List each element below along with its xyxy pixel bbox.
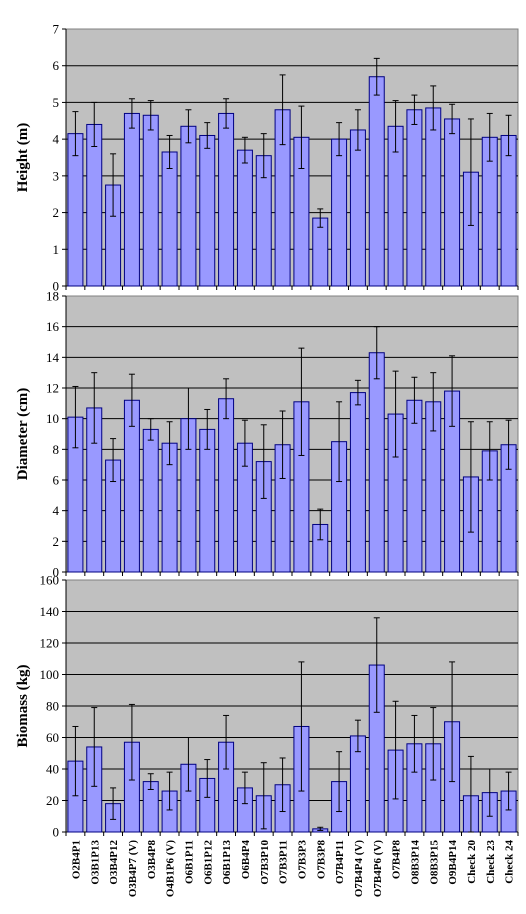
bar — [425, 107, 442, 287]
bar — [67, 133, 84, 287]
category-labels: O2B4P1 O3B1P13 O3B4P12 O3B4P7 (V) O3B4P8 O4B1… — [70, 840, 515, 898]
x-tick-label: O7B4P11 — [334, 840, 346, 884]
bar — [180, 125, 197, 287]
y-tick-label: 2 — [53, 205, 60, 220]
bar — [161, 151, 178, 287]
x-tick-label: O3B4P12 — [108, 840, 120, 885]
bar — [142, 114, 159, 287]
y-tick-label: 4 — [53, 503, 60, 518]
y-axis-label: Biomass (kg) — [15, 665, 31, 748]
bar — [349, 392, 366, 573]
x-tick-label: Check 23 — [485, 840, 497, 884]
bar — [218, 112, 235, 287]
x-tick-label: O7B3P8 — [315, 840, 327, 880]
y-tick-label: 16 — [46, 319, 60, 334]
y-tick-label: 60 — [46, 730, 59, 745]
y-tick-label: 0 — [53, 825, 60, 840]
bar — [142, 428, 159, 573]
y-tick-label: 0 — [53, 279, 60, 294]
y-tick-label: 12 — [46, 381, 59, 396]
x-tick-label: O7B4P8 — [391, 840, 403, 880]
x-tick-label: O8B3P14 — [409, 840, 421, 885]
panel-2: 0 2 4 6 8 10 12 14 16 18 Diameter (cm) — [15, 289, 519, 580]
y-tick-label: 140 — [40, 604, 60, 619]
x-tick-label: O7B4P6 (V) — [372, 840, 384, 897]
y-tick-label: 2 — [53, 534, 60, 549]
bar — [368, 76, 385, 287]
bar — [218, 398, 235, 573]
y-tick-label: 6 — [53, 473, 60, 488]
x-tick-label: O3B4P8 — [146, 840, 158, 880]
y-tick-label: 80 — [46, 699, 59, 714]
bar — [199, 134, 216, 287]
y-tick-label: 3 — [53, 168, 60, 183]
y-axis-label: Height (m) — [15, 123, 31, 193]
bar — [123, 112, 140, 287]
bar — [86, 123, 103, 287]
y-tick-label: 40 — [46, 762, 59, 777]
y-tick-label: 120 — [40, 636, 60, 651]
y-tick-label: 4 — [53, 132, 60, 147]
x-tick-label: O9B4P14 — [447, 840, 459, 885]
x-tick-label: O6B4P4 — [240, 840, 252, 880]
x-tick-label: O3B4P7 (V) — [127, 840, 139, 897]
bar — [236, 149, 253, 287]
x-tick-label: O6B1P13 — [221, 840, 233, 885]
y-tick-label: 160 — [40, 573, 60, 588]
x-tick-label: O7B3P10 — [259, 840, 271, 885]
bar — [312, 217, 329, 287]
y-tick-label: 8 — [53, 442, 60, 457]
x-tick-label: O8B3P15 — [428, 840, 440, 885]
x-tick-label: O6B1P11 — [183, 840, 195, 884]
bar — [331, 138, 348, 287]
y-tick-label: 20 — [46, 793, 59, 808]
y-tick-label: 100 — [40, 667, 60, 682]
x-tick-label: O7B4P4 (V) — [353, 840, 365, 897]
x-tick-label: O7B3P3 — [296, 840, 308, 880]
x-tick-label: O2B4P1 — [70, 840, 82, 879]
y-tick-label: 6 — [53, 58, 60, 73]
y-tick-label: 1 — [53, 242, 60, 257]
bar — [368, 352, 385, 573]
panel-1: 0 1 2 3 4 5 6 7 Height (m) — [15, 22, 519, 294]
y-tick-label: 7 — [53, 22, 60, 37]
x-tick-label: Check 20 — [466, 840, 478, 884]
plot-area — [65, 28, 519, 287]
y-tick-label: 14 — [46, 350, 60, 365]
x-tick-label: O6B1P12 — [202, 840, 214, 885]
bar — [500, 134, 517, 287]
x-tick-label: O3B1P13 — [89, 840, 101, 885]
x-tick-label: O7B3P11 — [278, 840, 290, 884]
bar — [199, 428, 216, 573]
x-tick-label: Check 24 — [504, 840, 516, 884]
y-tick-label: 18 — [46, 289, 59, 304]
y-tick-label: 0 — [53, 565, 60, 580]
y-tick-label: 10 — [46, 411, 59, 426]
y-tick-label: 5 — [53, 95, 60, 110]
y-axis-label: Diameter (cm) — [15, 388, 31, 481]
panel-3: 0 20 40 60 80 100 120 140 160 Biomass (kg) — [15, 573, 519, 840]
x-tick-label: O4B1P6 (V) — [165, 840, 177, 897]
bar — [406, 109, 423, 287]
bar — [349, 129, 366, 287]
bar — [444, 118, 461, 287]
plot-area — [65, 295, 519, 573]
bar — [406, 399, 423, 573]
